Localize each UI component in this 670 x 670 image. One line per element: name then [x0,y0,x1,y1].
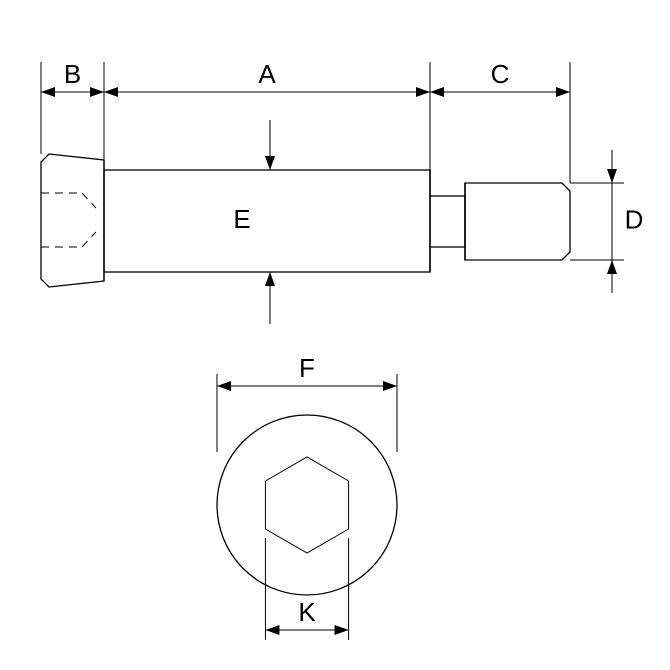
head-circle [217,415,397,595]
front-view: F K [217,353,397,640]
label-F: F [299,353,315,383]
side-view: B A C E D [41,59,643,324]
label-K: K [298,597,316,627]
label-C: C [491,59,510,89]
diagram-svg: B A C E D [0,0,670,670]
neck-outline [430,196,465,247]
hex-socket [265,457,348,553]
thread-outline [465,183,570,260]
label-B: B [64,59,81,89]
label-A: A [258,59,276,89]
hex-hidden-lines [41,193,96,247]
screw-head-outline [41,154,104,287]
shoulder-outline [104,170,430,272]
E-arrowheads [265,156,275,286]
label-D: D [625,204,644,234]
label-E: E [233,204,250,234]
